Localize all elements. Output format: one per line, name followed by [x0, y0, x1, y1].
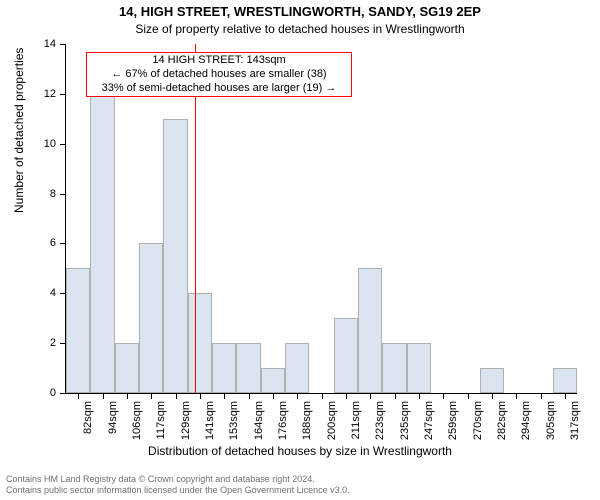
y-tick	[60, 194, 66, 195]
x-tick-label: 235sqm	[399, 401, 411, 440]
x-tick	[419, 393, 420, 399]
footer-line-1: Contains HM Land Registry data © Crown c…	[6, 474, 350, 485]
x-tick-label: 129sqm	[180, 401, 192, 440]
y-tick	[60, 243, 66, 244]
y-tick-label: 6	[50, 237, 56, 249]
bar	[261, 368, 285, 393]
bar	[382, 343, 406, 393]
x-tick-label: 294sqm	[520, 401, 532, 440]
bar	[115, 343, 139, 393]
chart-title-main: 14, HIGH STREET, WRESTLINGWORTH, SANDY, …	[0, 4, 600, 19]
bar	[407, 343, 431, 393]
x-axis-label: Distribution of detached houses by size …	[0, 444, 600, 458]
x-tick	[395, 393, 396, 399]
y-tick	[60, 343, 66, 344]
x-tick	[565, 393, 566, 399]
footer-attribution: Contains HM Land Registry data © Crown c…	[6, 474, 350, 496]
x-tick-label: 282sqm	[496, 401, 508, 440]
annotation-line-3: 33% of semi-detached houses are larger (…	[91, 82, 347, 96]
bar	[139, 243, 163, 393]
x-tick	[541, 393, 542, 399]
x-tick	[151, 393, 152, 399]
x-tick	[443, 393, 444, 399]
x-tick	[297, 393, 298, 399]
x-tick	[516, 393, 517, 399]
x-tick	[224, 393, 225, 399]
x-tick	[468, 393, 469, 399]
annotation-line-1: 14 HIGH STREET: 143sqm	[91, 54, 347, 68]
y-axis-label: Number of detached properties	[12, 48, 26, 213]
x-tick-label: 106sqm	[131, 401, 143, 440]
x-tick	[273, 393, 274, 399]
y-tick	[60, 94, 66, 95]
bar	[188, 293, 212, 393]
y-tick	[60, 44, 66, 45]
x-tick-label: 200sqm	[326, 401, 338, 440]
x-tick	[127, 393, 128, 399]
bar	[90, 94, 114, 393]
x-tick-label: 188sqm	[301, 401, 313, 440]
y-tick-label: 4	[50, 287, 56, 299]
x-tick-label: 153sqm	[228, 401, 240, 440]
x-tick-label: 94sqm	[107, 401, 119, 434]
footer-line-2: Contains public sector information licen…	[6, 485, 350, 496]
y-tick-label: 14	[44, 38, 56, 50]
plot-area: 02468101214 82sqm94sqm106sqm117sqm129sqm…	[65, 44, 577, 394]
bar	[553, 368, 577, 393]
y-tick-label: 8	[50, 188, 56, 200]
y-tick-label: 10	[44, 138, 56, 150]
x-tick-label: 211sqm	[350, 401, 362, 439]
bar	[163, 119, 187, 393]
x-tick	[78, 393, 79, 399]
bar	[480, 368, 504, 393]
x-tick	[492, 393, 493, 399]
x-tick-label: 141sqm	[204, 401, 216, 440]
bar	[285, 343, 309, 393]
y-tick-label: 2	[50, 337, 56, 349]
bar	[358, 268, 382, 393]
x-tick	[200, 393, 201, 399]
bar	[334, 318, 358, 393]
bar	[236, 343, 260, 393]
x-tick-label: 247sqm	[423, 401, 435, 440]
x-tick	[370, 393, 371, 399]
x-tick	[176, 393, 177, 399]
x-tick-label: 270sqm	[472, 401, 484, 440]
x-tick-label: 176sqm	[277, 401, 289, 440]
x-tick	[322, 393, 323, 399]
bar	[66, 268, 90, 393]
y-tick	[60, 293, 66, 294]
x-tick-label: 317sqm	[569, 401, 581, 440]
y-tick	[60, 144, 66, 145]
annotation-line-2: ← 67% of detached houses are smaller (38…	[91, 68, 347, 82]
x-tick-label: 259sqm	[447, 401, 459, 440]
y-tick	[60, 393, 66, 394]
bar	[212, 343, 236, 393]
x-tick	[346, 393, 347, 399]
x-tick-label: 82sqm	[82, 401, 94, 434]
x-tick	[249, 393, 250, 399]
chart-title-sub: Size of property relative to detached ho…	[0, 22, 600, 36]
annotation-box: 14 HIGH STREET: 143sqm ← 67% of detached…	[86, 52, 352, 97]
y-tick-label: 12	[44, 88, 56, 100]
x-tick-label: 305sqm	[545, 401, 557, 440]
x-tick-label: 223sqm	[374, 401, 386, 440]
x-tick	[103, 393, 104, 399]
y-tick-label: 0	[50, 387, 56, 399]
x-tick-label: 117sqm	[155, 401, 167, 439]
x-tick-label: 164sqm	[253, 401, 265, 440]
